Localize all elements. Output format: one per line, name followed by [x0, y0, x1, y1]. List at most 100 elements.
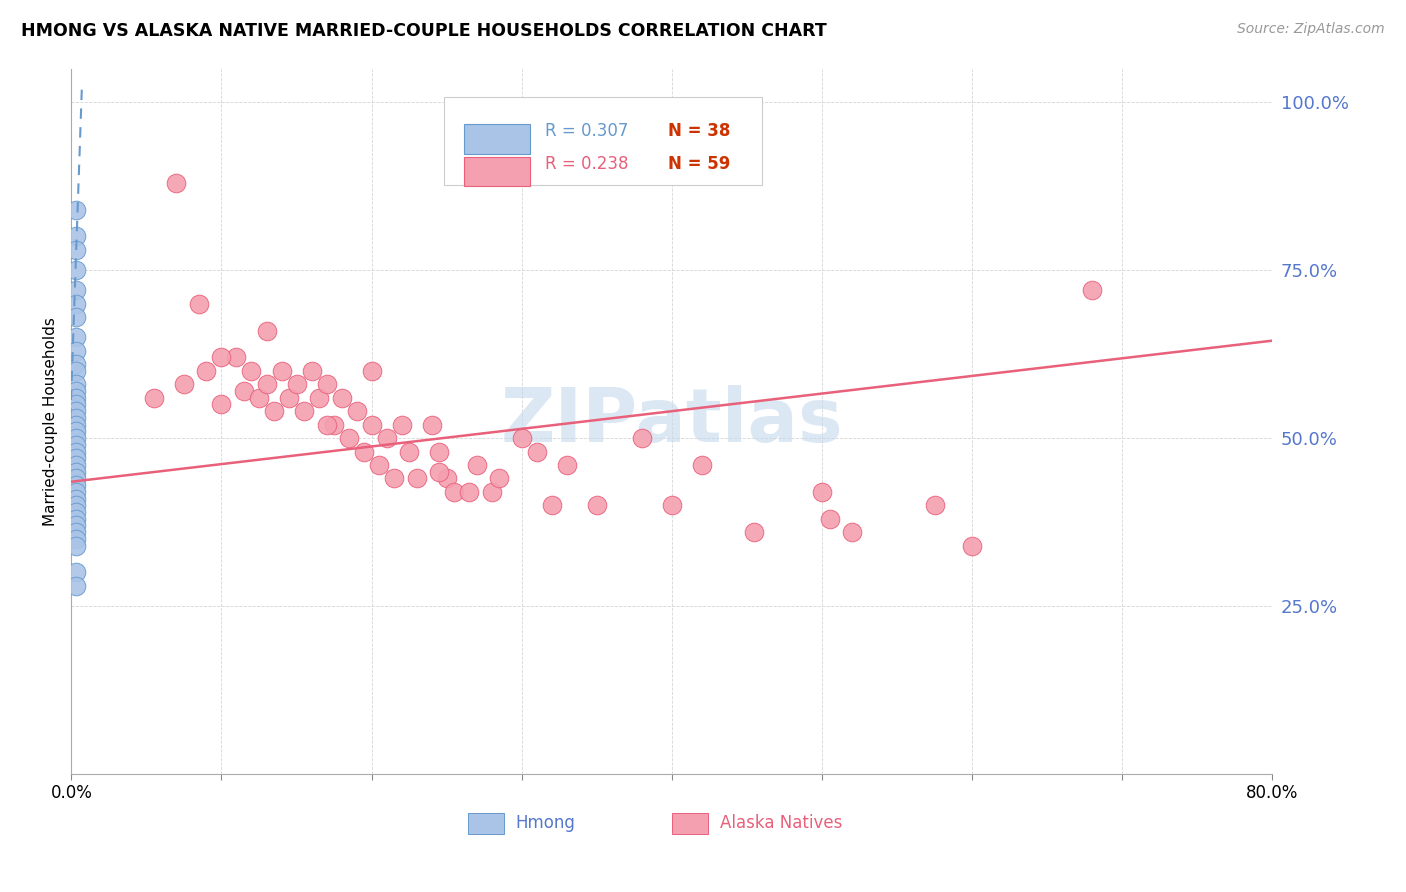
Bar: [468, 813, 503, 834]
Point: [488, 471, 510, 485]
Point: [510, 431, 533, 445]
Point: [690, 458, 713, 472]
Point: [65, 478, 87, 492]
Point: [65, 444, 87, 458]
Point: [65, 511, 87, 525]
Point: [65, 364, 87, 378]
Point: [65, 451, 87, 466]
Point: [142, 391, 165, 405]
Point: [353, 444, 375, 458]
Point: [65, 532, 87, 546]
Point: [465, 458, 488, 472]
Point: [427, 444, 450, 458]
Point: [65, 391, 87, 405]
Point: [270, 364, 292, 378]
Text: Source: ZipAtlas.com: Source: ZipAtlas.com: [1237, 22, 1385, 37]
Point: [65, 458, 87, 472]
Point: [65, 397, 87, 411]
Point: [65, 411, 87, 425]
Text: N = 59: N = 59: [668, 154, 731, 172]
Text: R = 0.238: R = 0.238: [544, 154, 628, 172]
Point: [65, 310, 87, 325]
Point: [65, 343, 87, 358]
Y-axis label: Married-couple Households: Married-couple Households: [44, 317, 58, 525]
Point: [330, 391, 353, 405]
Point: [225, 351, 247, 365]
Point: [65, 425, 87, 439]
Point: [65, 579, 87, 593]
Point: [481, 484, 503, 499]
Point: [65, 417, 87, 432]
Point: [65, 471, 87, 485]
Point: [65, 296, 87, 310]
Point: [360, 417, 382, 432]
Point: [65, 491, 87, 506]
Point: [211, 397, 233, 411]
Point: [65, 431, 87, 445]
Point: [65, 518, 87, 533]
Point: [585, 498, 607, 512]
Point: [420, 417, 443, 432]
Point: [65, 539, 87, 553]
Point: [818, 511, 841, 525]
Point: [315, 417, 337, 432]
Point: [315, 377, 337, 392]
Point: [173, 377, 195, 392]
Point: [368, 458, 391, 472]
Point: [391, 417, 413, 432]
Point: [195, 364, 218, 378]
Bar: [464, 124, 530, 154]
Text: R = 0.307: R = 0.307: [544, 122, 628, 140]
Point: [263, 404, 285, 418]
Point: [65, 484, 87, 499]
Point: [165, 176, 187, 190]
Point: [65, 283, 87, 297]
Point: [65, 330, 87, 344]
Point: [65, 525, 87, 540]
Point: [323, 417, 346, 432]
Point: [427, 465, 450, 479]
Point: [65, 384, 87, 398]
Point: [398, 444, 420, 458]
Point: [346, 404, 368, 418]
Point: [65, 243, 87, 257]
Point: [65, 202, 87, 217]
Point: [240, 364, 263, 378]
Point: [811, 484, 834, 499]
Point: [187, 296, 209, 310]
Point: [211, 351, 233, 365]
Point: [65, 357, 87, 371]
Point: [960, 539, 983, 553]
Point: [526, 444, 548, 458]
Point: [65, 229, 87, 244]
Point: [65, 404, 87, 418]
Point: [924, 498, 946, 512]
Point: [256, 377, 278, 392]
Point: [65, 505, 87, 519]
Point: [631, 431, 654, 445]
Point: [540, 498, 562, 512]
Point: [661, 498, 683, 512]
Text: Hmong: Hmong: [516, 814, 575, 832]
Point: [375, 431, 398, 445]
Point: [65, 377, 87, 392]
Point: [247, 391, 270, 405]
Bar: [672, 813, 709, 834]
Point: [337, 431, 360, 445]
Point: [555, 458, 578, 472]
Point: [1081, 283, 1104, 297]
Point: [278, 391, 301, 405]
Point: [308, 391, 330, 405]
Point: [65, 498, 87, 512]
Point: [443, 484, 465, 499]
Point: [256, 324, 278, 338]
Point: [65, 465, 87, 479]
Point: [841, 525, 863, 540]
Point: [233, 384, 256, 398]
Text: HMONG VS ALASKA NATIVE MARRIED-COUPLE HOUSEHOLDS CORRELATION CHART: HMONG VS ALASKA NATIVE MARRIED-COUPLE HO…: [21, 22, 827, 40]
Point: [292, 404, 315, 418]
Bar: [464, 157, 530, 186]
Point: [436, 471, 458, 485]
Point: [744, 525, 766, 540]
Point: [65, 263, 87, 277]
